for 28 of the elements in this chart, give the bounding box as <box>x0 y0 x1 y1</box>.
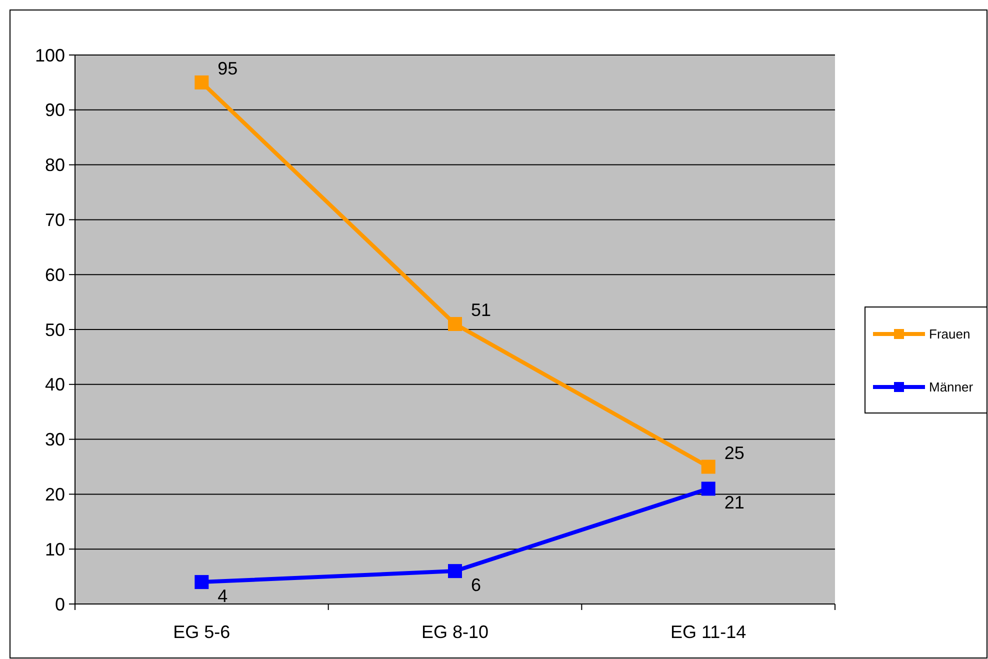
point <box>194 575 209 590</box>
y-tick-label: 90 <box>44 100 65 120</box>
point <box>448 317 462 332</box>
data-label: 95 <box>218 58 238 78</box>
x-tick-label: EG 5-6 <box>173 622 230 642</box>
data-label: 4 <box>218 586 228 606</box>
y-tick-label: 10 <box>44 539 65 560</box>
y-tick-label: 70 <box>44 210 65 230</box>
x-tick-label: EG 11-14 <box>670 622 746 642</box>
point <box>701 460 716 474</box>
y-tick-label: 50 <box>44 320 65 340</box>
point <box>448 564 462 578</box>
y-tick-label: 30 <box>44 430 65 450</box>
y-tick-label: 0 <box>54 594 65 614</box>
legend-label: Frauen <box>929 326 970 342</box>
x-tick-label: EG 8-10 <box>421 622 489 642</box>
y-tick-label: 100 <box>34 45 65 66</box>
y-tick-label: 40 <box>44 374 65 395</box>
y-tick-label: 20 <box>44 484 65 504</box>
data-label: 51 <box>471 300 492 320</box>
point <box>701 482 716 496</box>
y-tick-label: 60 <box>44 264 65 285</box>
y-tick-label: 80 <box>44 155 65 176</box>
legend-label: Männer <box>929 380 974 395</box>
data-label: 25 <box>724 442 744 463</box>
point <box>194 75 209 90</box>
data-label: 21 <box>724 492 744 513</box>
data-label: 6 <box>471 575 482 596</box>
